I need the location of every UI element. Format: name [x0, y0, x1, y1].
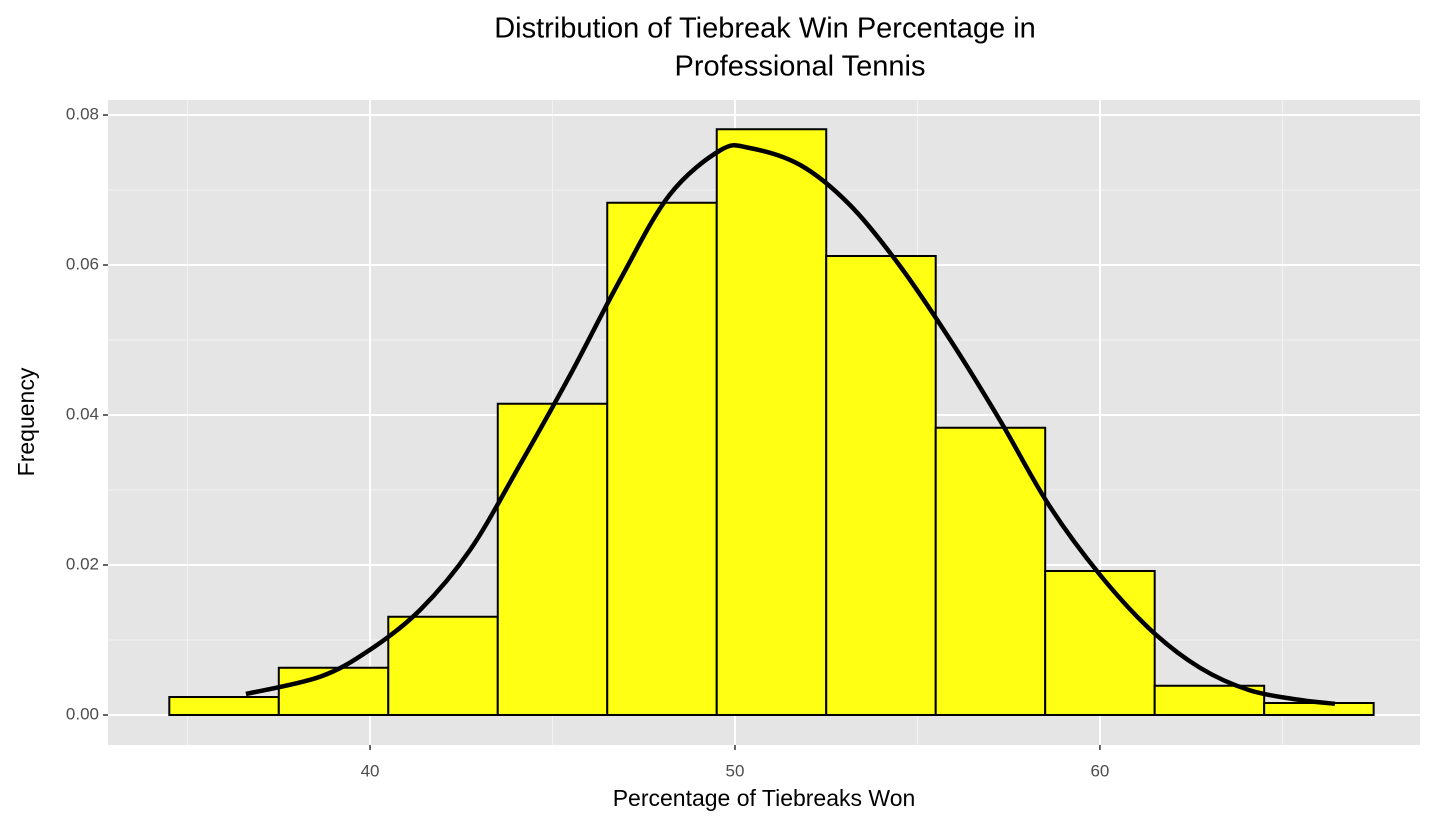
histogram-bar: [277, 666, 390, 716]
chart-title: Distribution of Tiebreak Win Percentage …: [494, 13, 1036, 45]
histogram-bar: [496, 402, 609, 716]
x-axis-title: Percentage of Tiebreaks Won: [613, 785, 916, 811]
y-tick-label: 0.00: [66, 704, 99, 723]
histogram-bar: [387, 615, 499, 716]
histogram-bar: [825, 255, 937, 716]
histogram-bar: [715, 128, 828, 716]
x-tick-label: 40: [361, 761, 380, 780]
y-axis-title: Frequency: [13, 367, 39, 476]
histogram-bar: [1263, 702, 1375, 716]
histogram-bar: [168, 696, 280, 716]
y-tick-label: 0.08: [66, 104, 99, 123]
histogram-bar: [606, 201, 718, 716]
y-tick-label: 0.04: [66, 404, 99, 423]
histogram-bar: [1044, 570, 1156, 716]
chart-title: Professional Tennis: [675, 51, 926, 83]
density-curve: [245, 142, 1336, 706]
y-tick-label: 0.02: [66, 554, 99, 573]
x-tick-label: 60: [1090, 761, 1109, 780]
x-tick-label: 50: [726, 761, 745, 780]
y-tick-label: 0.06: [66, 254, 99, 273]
